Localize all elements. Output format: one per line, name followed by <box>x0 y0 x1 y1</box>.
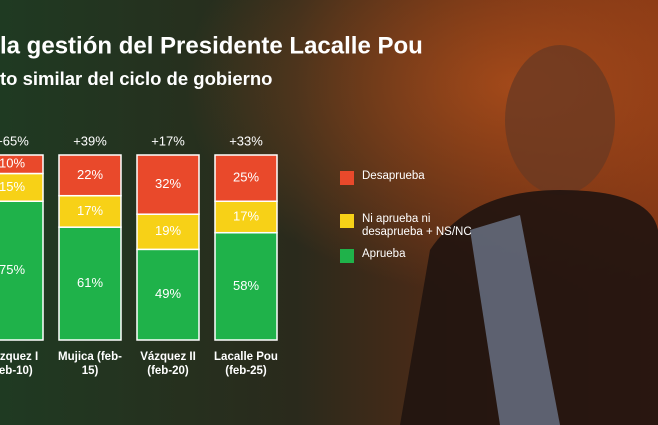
data-label: 32% <box>155 176 181 191</box>
legend-item: Desaprueba <box>340 170 472 185</box>
chart-subtitle: to similar del ciclo de gobierno <box>0 68 272 89</box>
data-label: 75% <box>0 262 25 277</box>
bar-segment <box>214 231 278 341</box>
legend-swatch <box>340 214 354 228</box>
legend-label: Ni aprueba ni desaprueba + NS/NC <box>362 213 472 238</box>
bar-segment <box>0 154 44 175</box>
x-tick-label: Vázquez I (feb-10) <box>0 351 39 377</box>
photo-head <box>505 45 615 195</box>
data-label: 22% <box>77 167 103 182</box>
bar-segment <box>58 154 122 197</box>
bar-segment <box>214 200 278 234</box>
x-tick-label: Mujica (feb-15) <box>58 351 122 377</box>
legend-item: Ni aprueba ni desaprueba + NS/NC <box>340 213 472 239</box>
bar-segment <box>214 154 278 202</box>
legend-label: Desaprueba <box>362 170 425 182</box>
photo-sash <box>470 215 560 425</box>
data-label: 17% <box>77 203 103 218</box>
legend-swatch <box>340 171 354 185</box>
net-label: +17% <box>151 133 185 148</box>
legend-label: Aprueba <box>362 248 406 260</box>
data-label: 15% <box>0 179 25 194</box>
chart-title: la gestión del Presidente Lacalle Pou <box>0 32 423 59</box>
bar-segment <box>136 213 200 251</box>
bar-segment <box>136 154 200 215</box>
data-label: 19% <box>155 223 181 238</box>
x-tick-label: Lacalle Pou (feb-25) <box>214 351 278 377</box>
data-label: 17% <box>233 208 259 223</box>
legend-swatch <box>340 249 354 263</box>
data-label: 61% <box>77 275 103 290</box>
net-label: +33% <box>229 133 263 148</box>
x-tick-label: Vázquez II (feb-20) <box>140 351 196 377</box>
data-label: 49% <box>155 286 181 301</box>
bar-segment <box>0 200 44 341</box>
net-label: +39% <box>73 133 107 148</box>
data-label: 25% <box>233 170 259 185</box>
data-label: 58% <box>233 278 259 293</box>
bar-segment <box>58 194 122 228</box>
legend-item: Aprueba <box>340 248 472 263</box>
data-label: 10% <box>0 156 25 171</box>
net-label: +65% <box>0 133 29 148</box>
